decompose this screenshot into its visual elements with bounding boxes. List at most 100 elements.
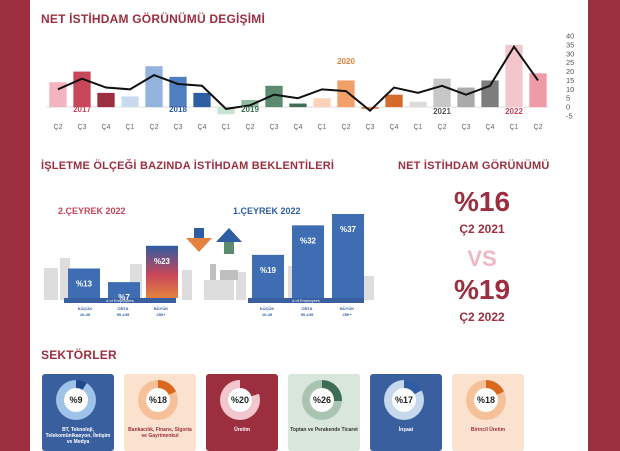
bar-15: [409, 101, 427, 108]
q1-bar-0: [252, 254, 284, 298]
x-tick-label: Ç4: [486, 124, 495, 131]
x-tick-label: Ç2: [54, 124, 63, 131]
q1-small-label: KÜÇÜK 10-49: [252, 306, 282, 318]
bar-19: [505, 44, 523, 108]
q2-title: 2.ÇEYREK 2022: [58, 206, 126, 216]
year-label: 2020: [337, 57, 355, 66]
y-tick-label: 25: [566, 58, 574, 67]
bar-11: [313, 98, 331, 108]
net-period-2021: Ç2 2021: [459, 222, 505, 236]
y-tick-label: 5: [566, 94, 570, 103]
sector-donut: %18: [138, 380, 178, 420]
bar-17: [457, 87, 475, 108]
q2-medium-name: ORTA: [117, 306, 129, 311]
y-tick-label: 40: [566, 32, 574, 41]
size-charts: # of Employees %13 %7 %23 # of Employees %19%…: [44, 214, 374, 303]
net-value-2022: %19: [453, 274, 511, 305]
sector-name: Toptan ve Perakende Ticaret: [290, 427, 358, 433]
sector-donut: %18: [466, 380, 506, 420]
sector-name: İnşaat: [398, 427, 414, 433]
q1-large-name: BÜYÜK: [339, 306, 355, 311]
bar-8: [241, 100, 259, 108]
trend-line: [57, 44, 539, 113]
bar-10: [289, 103, 307, 108]
q2-bar-label: %23: [154, 257, 171, 266]
sector-name: Bankacılık, Finans, Sigorta ve Gayrimenk…: [128, 427, 192, 439]
q2-large-label: BÜYÜK 250+: [146, 306, 176, 318]
net-value-2021: %16: [453, 186, 511, 217]
net-period-2022: Ç2 2022: [459, 310, 505, 324]
q2-small-name: KÜÇÜK: [77, 306, 93, 311]
year-label: 2019: [241, 105, 259, 114]
x-tick-label: Ç2: [534, 124, 543, 131]
down-arrow-icon: [186, 228, 212, 252]
net-section-title: NET İSTİHDAM GÖRÜNÜMÜ: [398, 160, 550, 172]
q2-bar-label: %13: [76, 279, 93, 288]
sector-card: %17 İnşaat: [370, 374, 442, 451]
x-tick-label: Ç3: [78, 124, 87, 131]
sector-value: %17: [392, 388, 416, 412]
sector-card: %18 Birincil Üretim: [452, 374, 524, 451]
sector-donut: %26: [302, 380, 342, 420]
q1-large-range: 250+: [342, 312, 352, 317]
main-title: NET İSTİHDAM GÖRÜNÜMÜ DEGİŞİMİ: [41, 12, 265, 26]
bar-14: [385, 94, 403, 108]
bar-2: [97, 92, 115, 108]
x-tick-label: Ç4: [294, 124, 303, 131]
bar-13: [361, 107, 379, 109]
bar-6: [193, 92, 211, 108]
x-tick-label: Ç1: [318, 124, 327, 131]
q1-bar-label: %19: [260, 266, 277, 275]
q1-medium-range: 50-249: [300, 312, 314, 317]
q1-bar-label: %32: [300, 236, 317, 245]
sector-value: %26: [310, 388, 334, 412]
q1-title: 1.ÇEYREK 2022: [233, 206, 301, 216]
q1-axis-bar: [248, 298, 364, 303]
q1-bar-1: [292, 225, 324, 298]
q2-bar-2: [146, 245, 178, 298]
x-tick-label: Ç4: [102, 124, 111, 131]
q2-large-name: BÜYÜK: [153, 306, 169, 311]
bar-1: [73, 71, 91, 108]
x-tick-label: Ç2: [246, 124, 255, 131]
bar-20: [529, 73, 547, 108]
trend-chart: Ç2 Ç3 Ç4 Ç1 Ç2 Ç3 Ç4 Ç1 Ç2 Ç3 Ç4 Ç1 Ç2 Ç3 Ç4 Ç1 Ç2 Ç3 Ç4 Ç1…: [46, 32, 574, 131]
year-label: 2022: [505, 107, 523, 116]
x-tick-label: Ç4: [198, 124, 207, 131]
factory-icon: [210, 264, 238, 280]
bar-4: [145, 66, 163, 108]
x-tick-label: Ç2: [438, 124, 447, 131]
x-tick-label: Ç1: [126, 124, 135, 131]
x-tick-label: Ç2: [342, 124, 351, 131]
sector-value: %18: [146, 388, 170, 412]
q2-axis-label: # of Employees: [106, 298, 134, 303]
year-label: 2021: [433, 107, 451, 116]
infographic-card: NET İSTİHDAM GÖRÜNÜMÜ DEGİŞİMİ Ç2 Ç3 Ç4 Ç1 Ç…: [30, 0, 588, 451]
sector-name: Üretim: [234, 427, 250, 433]
sector-value: %20: [228, 388, 252, 412]
q1-medium-label: ORTA 50-249: [292, 306, 322, 318]
q2-axis-bar: [64, 298, 176, 303]
bar-3: [121, 96, 139, 108]
year-label: 2018: [169, 105, 187, 114]
sector-value: %18: [474, 388, 498, 412]
q1-large-label: BÜYÜK 250+: [332, 306, 362, 318]
y-tick-label: 10: [566, 85, 574, 94]
y-tick-label: -5: [566, 112, 573, 121]
bar-16: [433, 78, 451, 108]
q2-medium-label: ORTA 50-249: [108, 306, 138, 318]
q2-medium-range: 50-249: [116, 312, 130, 317]
q2-large-range: 250+: [156, 312, 166, 317]
x-tick-label: Ç3: [366, 124, 375, 131]
sector-donut: %20: [220, 380, 260, 420]
year-label: 2017: [73, 105, 91, 114]
sector-card: %20 Üretim: [206, 374, 278, 451]
q2-small-range: 10-49: [79, 312, 91, 317]
sector-name: BT, Teknoloji, Telekomünikasyon, İletişi…: [45, 427, 111, 445]
sector-donut: %17: [384, 380, 424, 420]
q1-bar-label: %37: [340, 225, 357, 234]
x-tick-label: Ç4: [390, 124, 399, 131]
q1-axis-label: # of Employees: [292, 298, 320, 303]
bar-12: [337, 80, 355, 108]
sector-card: %9 BT, Teknoloji, Telekomünikasyon, İleti…: [42, 374, 114, 451]
